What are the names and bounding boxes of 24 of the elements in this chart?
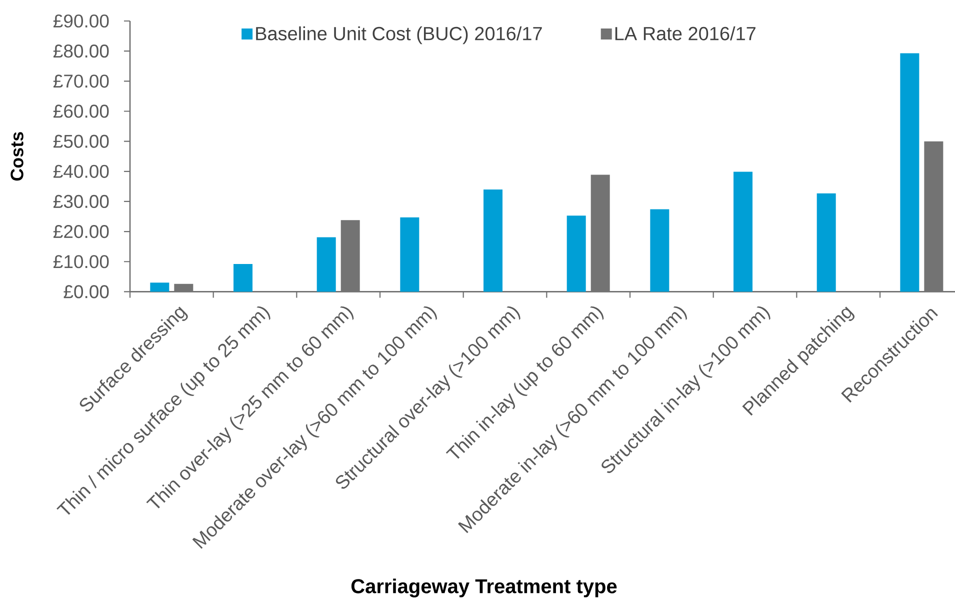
- y-tick-label: £60.00: [53, 104, 109, 118]
- x-axis-title: Carriageway Treatment type: [351, 578, 617, 598]
- bar: [734, 172, 753, 292]
- legend-label: Baseline Unit Cost (BUC) 2016/17: [256, 26, 542, 44]
- y-tick-label: £10.00: [53, 255, 109, 268]
- y-tick-label: £70.00: [53, 74, 109, 88]
- bar: [650, 209, 670, 292]
- y-axis-title: Costs: [10, 132, 24, 181]
- y-tick-label: £0.00: [64, 285, 109, 298]
- legend-label: LA Rate 2016/17: [615, 26, 756, 40]
- y-tick-label: £50.00: [53, 134, 109, 148]
- y-tick-label: £20.00: [53, 224, 109, 238]
- bar: [900, 53, 920, 292]
- y-tick-label: £30.00: [53, 194, 109, 208]
- bar: [816, 193, 836, 292]
- bar: [316, 237, 336, 292]
- y-tick-label: £40.00: [53, 164, 109, 178]
- bar: [150, 282, 170, 292]
- y-tick-label: £80.00: [53, 44, 109, 58]
- y-tick-label: £90.00: [53, 14, 109, 28]
- bar: [484, 189, 503, 292]
- bar: [566, 216, 586, 292]
- bar: [400, 217, 420, 292]
- bar: [234, 264, 252, 292]
